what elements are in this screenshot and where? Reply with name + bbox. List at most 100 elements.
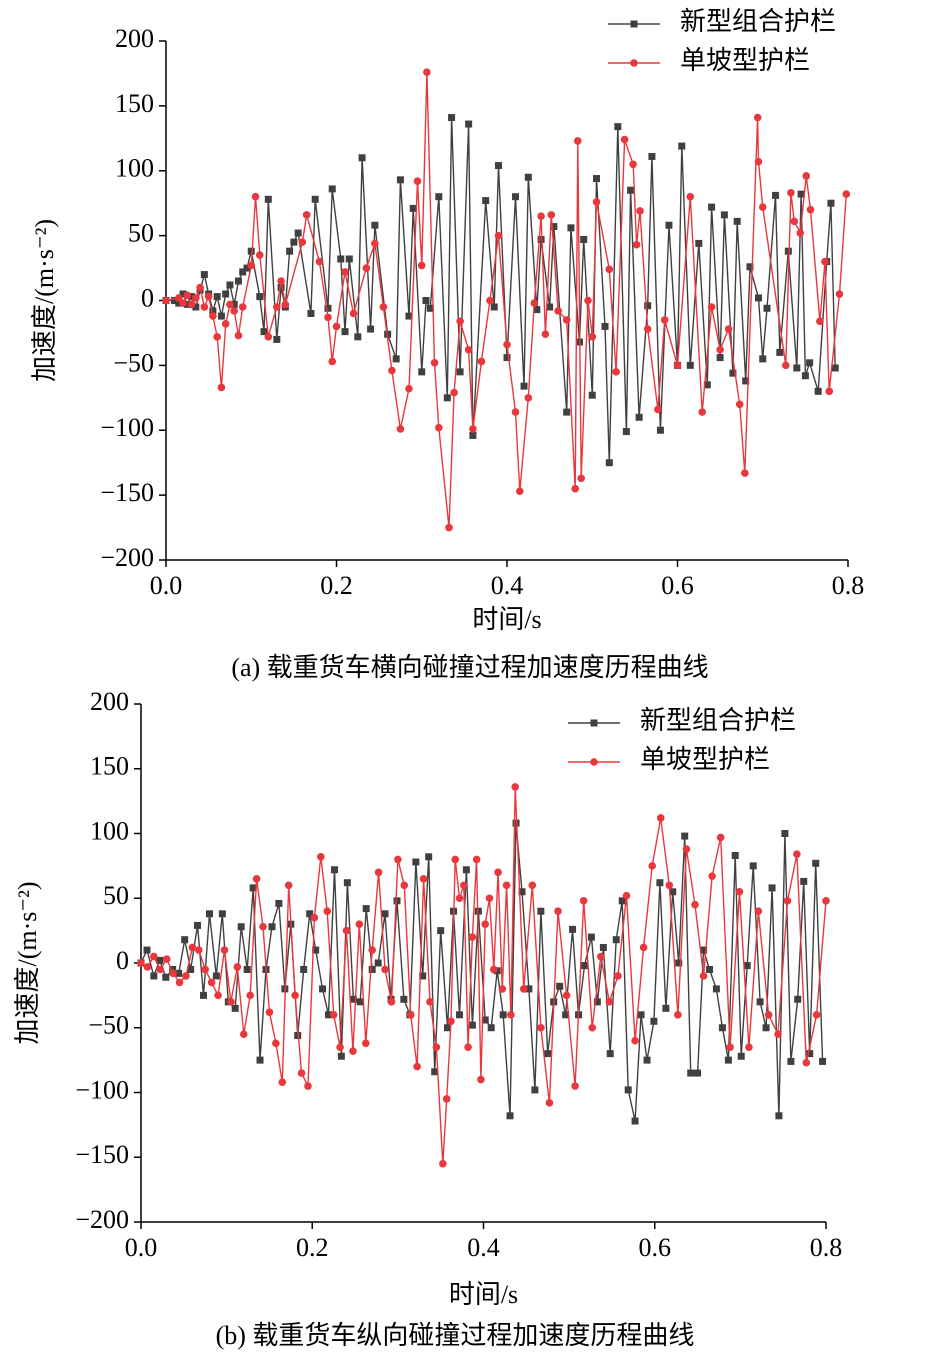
data-point <box>337 1052 345 1060</box>
data-point <box>200 271 208 279</box>
data-point <box>260 328 268 336</box>
data-point <box>419 972 427 980</box>
x-tick-label: 0.4 <box>467 1233 500 1262</box>
data-point <box>477 357 486 366</box>
data-point <box>194 921 202 929</box>
data-point <box>746 263 754 271</box>
data-point <box>472 855 481 864</box>
data-point <box>192 294 200 302</box>
data-point <box>256 1056 264 1064</box>
data-point <box>200 303 209 311</box>
data-point <box>635 413 643 421</box>
data-point <box>682 845 691 853</box>
data-point <box>275 899 283 907</box>
data-point <box>700 946 708 954</box>
data-point <box>426 998 434 1006</box>
data-point <box>169 965 177 973</box>
data-point <box>708 872 716 881</box>
data-point <box>268 923 276 931</box>
data-point <box>637 1011 645 1019</box>
data-point <box>579 897 588 905</box>
data-point <box>554 907 562 915</box>
data-point <box>530 299 539 307</box>
data-point <box>188 943 197 952</box>
data-point <box>716 346 724 354</box>
data-point <box>239 268 247 276</box>
data-point <box>249 884 257 892</box>
data-point <box>354 333 362 341</box>
y-tick-label: −50 <box>113 348 154 377</box>
data-point <box>806 205 815 214</box>
data-point <box>341 268 349 276</box>
data-point <box>256 293 264 301</box>
data-point <box>614 123 622 131</box>
data-point <box>297 1069 306 1077</box>
data-point <box>605 459 613 467</box>
data-point <box>310 913 319 922</box>
data-point <box>291 991 299 1000</box>
data-point <box>156 965 165 974</box>
data-point <box>588 1023 597 1032</box>
data-point <box>592 198 601 206</box>
y-tick-label: 100 <box>115 154 154 183</box>
data-point <box>234 277 242 285</box>
data-point <box>179 290 187 298</box>
data-point <box>213 293 221 301</box>
data-point <box>699 972 708 980</box>
data-point <box>597 952 605 961</box>
x-tick-label: 0.0 <box>125 1233 158 1262</box>
y-tick-label: −200 <box>75 1205 129 1234</box>
data-point <box>337 255 345 263</box>
data-point <box>774 1030 782 1039</box>
data-point <box>207 978 216 987</box>
data-point <box>137 959 145 967</box>
data-point <box>485 894 494 903</box>
data-point <box>388 366 396 375</box>
data-point <box>518 888 526 896</box>
data-point <box>182 972 190 980</box>
data-point <box>743 962 751 970</box>
data-point <box>612 368 620 376</box>
data-point <box>312 946 320 954</box>
data-point <box>317 853 325 861</box>
data-point <box>200 991 208 999</box>
chart: −200 −150 −100 −50 0 50 100 150 200 0.0 0.2 0.4 0.6 0… <box>30 7 864 682</box>
data-point <box>694 1069 702 1077</box>
data-point <box>569 925 577 933</box>
data-point <box>801 372 809 380</box>
data-point <box>435 423 443 432</box>
data-point <box>311 195 319 203</box>
data-point <box>648 152 656 160</box>
data-point <box>374 868 383 877</box>
data-point <box>494 162 502 170</box>
data-point <box>368 946 376 954</box>
x-tick-label: 0.2 <box>296 1233 329 1262</box>
data-point <box>718 1024 726 1032</box>
data-point <box>213 333 221 341</box>
data-point <box>731 852 739 860</box>
data-point <box>341 328 349 336</box>
data-point <box>759 355 767 363</box>
data-point <box>763 304 771 312</box>
data-point <box>726 1043 734 1051</box>
data-point <box>631 1117 639 1125</box>
data-point <box>221 320 230 328</box>
data-point <box>631 1036 639 1045</box>
x-tick-label: 0.4 <box>491 571 524 600</box>
legend-marker <box>590 719 598 727</box>
data-point <box>286 247 294 255</box>
data-point <box>393 897 401 905</box>
data-point <box>588 333 597 341</box>
data-point <box>678 142 686 150</box>
data-point <box>821 257 829 266</box>
data-point <box>544 1050 552 1058</box>
data-point <box>494 868 502 877</box>
data-point <box>425 853 433 861</box>
data-point <box>584 296 592 305</box>
data-point <box>227 998 235 1006</box>
data-point <box>220 946 229 954</box>
data-point <box>537 236 545 244</box>
data-point <box>437 927 445 935</box>
data-point <box>571 1082 579 1090</box>
data-point <box>188 293 196 301</box>
